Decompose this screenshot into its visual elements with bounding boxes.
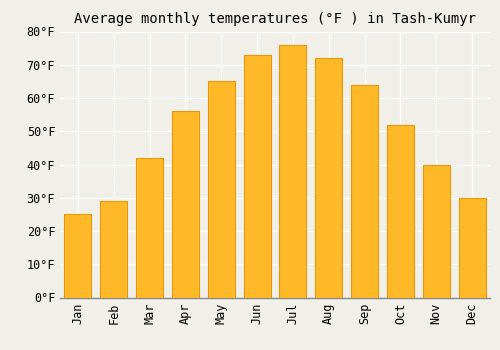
- Bar: [387, 125, 414, 298]
- Bar: [100, 201, 127, 298]
- Bar: [458, 198, 485, 298]
- Bar: [423, 164, 450, 298]
- Bar: [280, 45, 306, 298]
- Bar: [208, 82, 234, 298]
- Bar: [244, 55, 270, 298]
- Title: Average monthly temperatures (°F ) in Tash-Kumyr: Average monthly temperatures (°F ) in Ta…: [74, 12, 476, 26]
- Bar: [136, 158, 163, 298]
- Bar: [316, 58, 342, 298]
- Bar: [172, 111, 199, 298]
- Bar: [351, 85, 378, 298]
- Bar: [64, 214, 92, 298]
